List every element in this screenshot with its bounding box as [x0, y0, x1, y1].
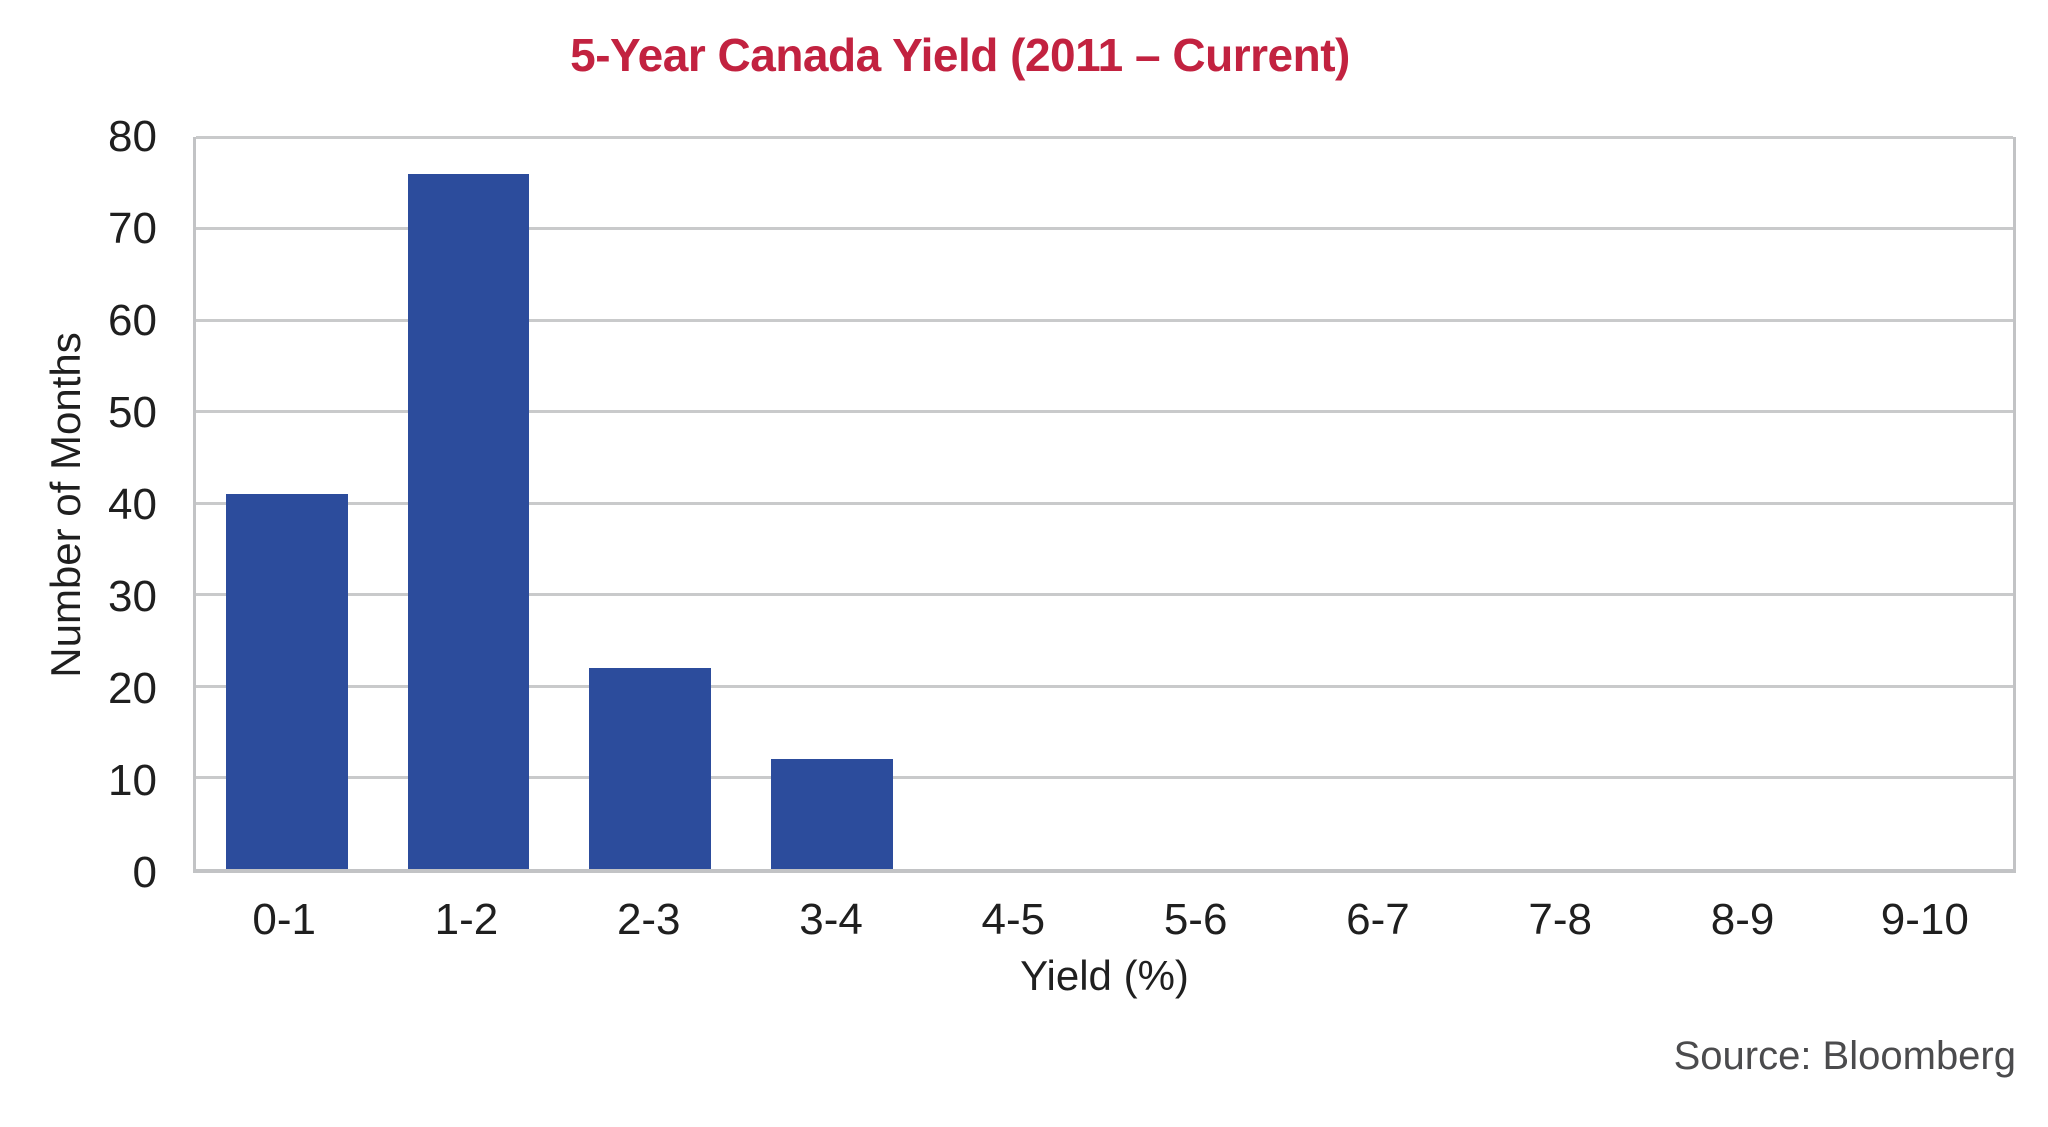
bar-slot — [1831, 137, 2013, 869]
x-tick-label: 5-6 — [1163, 895, 1228, 944]
y-tick-label: 80 — [108, 112, 157, 161]
bar-slot — [378, 137, 560, 869]
chart-title: 5-Year Canada Yield (2011 – Current) — [570, 29, 1350, 81]
y-axis-tick-labels: 0 10 20 30 40 50 60 70 80 — [0, 115, 157, 895]
bar-slot — [196, 137, 378, 869]
bar-3-4 — [771, 759, 893, 869]
bar-slot — [559, 137, 741, 869]
bar-slot — [923, 137, 1105, 869]
y-tick-label: 20 — [108, 664, 157, 713]
y-tick-label: 40 — [108, 480, 157, 529]
x-axis-title: Yield (%) — [1020, 952, 1189, 999]
bar-1-2 — [407, 173, 530, 869]
y-tick-label: 60 — [108, 296, 157, 345]
x-axis-tick-labels: 0-1 1-2 2-3 3-4 4-5 5-6 6-7 7-8 8-9 9-10 — [193, 898, 2016, 942]
bar-2-3 — [589, 667, 712, 869]
x-tick-label: 8-9 — [1710, 895, 1775, 944]
y-tick-label: 70 — [108, 204, 157, 253]
bar-slot — [1468, 137, 1650, 869]
gridline — [196, 776, 2013, 779]
y-tick-label: 0 — [132, 848, 157, 897]
bar-0-1 — [225, 493, 348, 869]
bar-slot — [1650, 137, 1832, 869]
bar-slot — [1105, 137, 1287, 869]
gridline — [196, 227, 2013, 230]
bars-layer — [196, 137, 2013, 869]
y-tick-label: 30 — [108, 572, 157, 621]
x-tick-label: 4-5 — [981, 895, 1046, 944]
gridline — [196, 684, 2013, 688]
x-tick-label: 6-7 — [1346, 895, 1410, 944]
source-credit: Source: Bloomberg — [1673, 1034, 2016, 1078]
y-tick-label: 10 — [108, 756, 157, 805]
gridline — [196, 593, 2013, 596]
gridline — [196, 410, 2013, 413]
bar-slot — [741, 137, 923, 869]
y-tick-label: 50 — [108, 388, 157, 437]
plot-area — [193, 135, 2016, 873]
x-tick-label: 1-2 — [434, 895, 499, 944]
x-tick-label: 3-4 — [799, 895, 863, 944]
gridline — [196, 501, 2013, 505]
x-tick-label: 7-8 — [1528, 895, 1593, 944]
x-tick-label: 2-3 — [616, 895, 681, 944]
gridline — [196, 318, 2013, 322]
x-tick-label: 9-10 — [1880, 895, 1969, 944]
bar-slot — [1286, 137, 1468, 869]
x-tick-label: 0-1 — [252, 895, 316, 944]
gridline — [196, 135, 2013, 139]
